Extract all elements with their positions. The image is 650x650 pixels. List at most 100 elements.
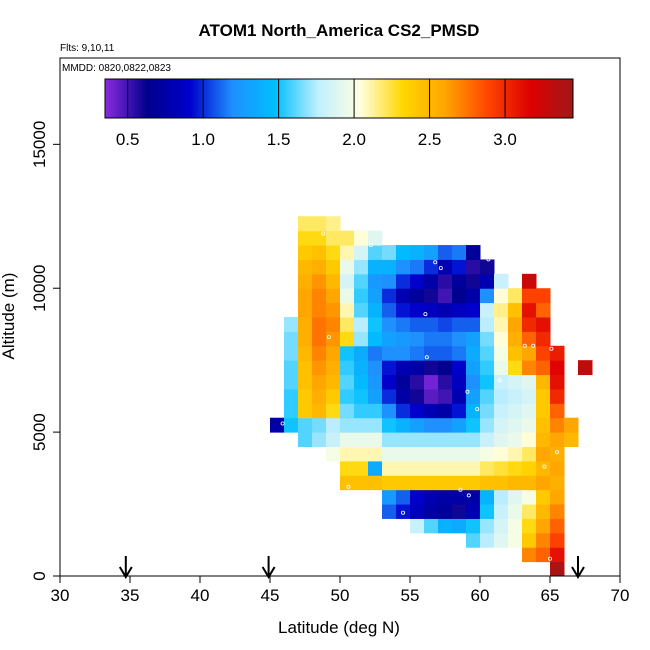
heatmap-cell — [368, 302, 383, 318]
heatmap-cell — [550, 489, 565, 505]
heatmap-cell — [410, 288, 425, 304]
heatmap-cell — [382, 259, 397, 275]
heatmap-cell — [536, 388, 551, 404]
heatmap-cell — [312, 288, 327, 304]
x-tick-label: 40 — [191, 586, 210, 605]
heatmap-cell — [424, 489, 439, 505]
heatmap-cell — [480, 518, 495, 534]
heatmap-cell — [410, 317, 425, 332]
heatmap-cell — [354, 288, 369, 304]
heatmap-cell — [340, 331, 355, 347]
heatmap-cell — [536, 504, 551, 519]
heatmap-cell — [284, 374, 299, 390]
heatmap-cell — [312, 417, 327, 433]
heatmap-cell — [508, 360, 523, 376]
heatmap-cell — [438, 446, 453, 462]
heatmap-cell — [368, 288, 383, 304]
heatmap-cell — [438, 475, 453, 491]
sample-marker — [465, 389, 470, 394]
heatmap-cell — [424, 403, 439, 419]
heatmap-cell — [536, 374, 551, 390]
heatmap-cell — [508, 432, 523, 447]
heatmap-cell — [298, 259, 313, 275]
heatmap-cell — [382, 345, 397, 361]
heatmap-cell — [508, 374, 523, 390]
heatmap-cell — [410, 331, 425, 347]
flight-arrow — [571, 556, 585, 579]
heatmap-cell — [298, 230, 313, 246]
heatmap-cell — [312, 216, 327, 232]
heatmap-cell — [382, 273, 397, 289]
heatmap-cell — [298, 273, 313, 289]
heatmap-cell — [410, 403, 425, 419]
heatmap-cell — [298, 432, 313, 447]
sample-marker — [475, 407, 480, 412]
heatmap-cell — [354, 245, 369, 260]
heatmap-cell — [466, 432, 481, 447]
heatmap-cell — [298, 345, 313, 361]
heatmap-cell — [536, 532, 551, 548]
heatmap-cell — [368, 417, 383, 433]
heatmap-cell — [438, 345, 453, 361]
heatmap-cell — [382, 460, 397, 476]
flight-arrow — [118, 556, 133, 579]
heatmap-cell — [438, 374, 453, 390]
heatmap-cell — [298, 417, 313, 433]
heatmap-cell — [312, 259, 327, 275]
heatmap-cell — [396, 374, 411, 390]
heatmap-cell — [340, 259, 355, 275]
colorbar-tick-label: 0.5 — [116, 130, 140, 149]
heatmap-cell — [284, 417, 299, 433]
heatmap-cell — [536, 417, 551, 433]
heatmap-cell — [284, 345, 299, 361]
heatmap-cell — [508, 388, 523, 404]
heatmap-cell — [326, 245, 341, 260]
heatmap-cell — [396, 245, 411, 260]
heatmap-cell — [424, 360, 439, 376]
x-axis-label: Latitude (deg N) — [278, 618, 400, 637]
x-tick-label: 45 — [261, 586, 280, 605]
heatmap-cell — [382, 489, 397, 505]
heatmap-cell — [368, 273, 383, 289]
heatmap-cell — [354, 331, 369, 347]
heatmap-cell — [494, 489, 509, 505]
heatmap-cell — [424, 374, 439, 390]
heatmap-cell — [312, 388, 327, 404]
heatmap-cell — [536, 547, 551, 563]
heatmap-cell — [340, 230, 355, 246]
heatmap-cell — [508, 504, 523, 519]
heatmap-cell — [424, 504, 439, 519]
heatmap-cell — [340, 403, 355, 419]
heatmap-cell — [340, 273, 355, 289]
heatmap-cell — [396, 417, 411, 433]
heatmap-cell — [382, 245, 397, 260]
heatmap-cell — [410, 417, 425, 433]
heatmap-cell — [382, 475, 397, 491]
heatmap-cell — [438, 504, 453, 519]
heatmap-cell — [312, 345, 327, 361]
heatmap-cell — [438, 489, 453, 505]
y-tick-label: 0 — [30, 571, 49, 580]
heatmap-cell — [438, 403, 453, 419]
heatmap-cell — [354, 460, 369, 476]
heatmap-cell — [438, 518, 453, 534]
heatmap-cell — [270, 417, 285, 433]
heatmap-cell — [494, 360, 509, 376]
heatmap-cell — [410, 245, 425, 260]
heatmap-cell — [396, 432, 411, 447]
heatmap-cell — [396, 345, 411, 361]
heatmap-cell — [466, 345, 481, 361]
heatmap-cell — [508, 345, 523, 361]
heatmap-cell — [396, 317, 411, 332]
heatmap-cell — [396, 331, 411, 347]
heatmap-cell — [452, 360, 467, 376]
heatmap-cell — [522, 273, 537, 289]
heatmap-cell — [536, 288, 551, 304]
heatmap-cell — [354, 374, 369, 390]
heatmap-cell — [312, 230, 327, 246]
heatmap-cell — [438, 273, 453, 289]
heatmap-cell — [452, 288, 467, 304]
heatmap-cell — [396, 403, 411, 419]
heatmap-cell — [466, 273, 481, 289]
heatmap-cells — [270, 216, 593, 577]
